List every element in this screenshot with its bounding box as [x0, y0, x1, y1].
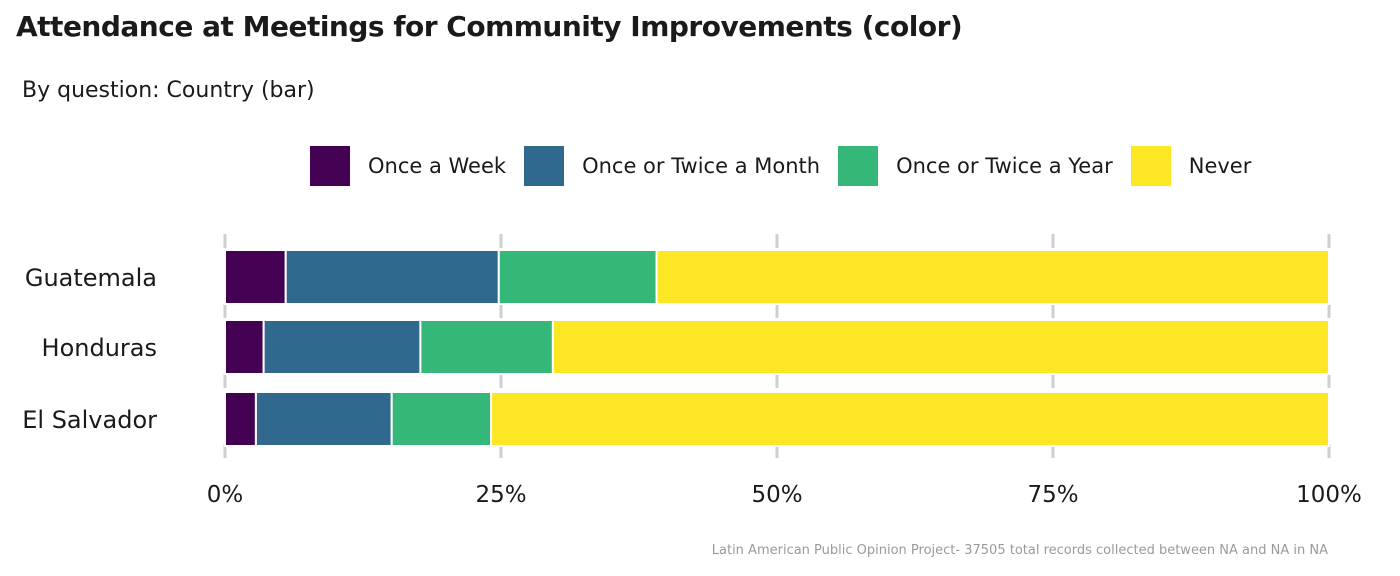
legend-swatch-once-or-twice-a-month — [524, 146, 565, 186]
bar-el-salvador-once-a-week — [224, 391, 257, 447]
legend-swatch-once-or-twice-a-year — [838, 146, 879, 186]
bar-honduras-once-or-twice-a-year — [419, 319, 554, 375]
bar-guatemala-once-a-week — [224, 249, 287, 305]
legend-label-once-a-week: Once a Week — [368, 154, 507, 178]
legend-label-once-or-twice-a-year: Once or Twice a Year — [896, 154, 1113, 178]
bar-guatemala-once-or-twice-a-year — [497, 249, 658, 305]
bar-guatemala-never — [655, 249, 1330, 305]
chart-subtitle: By question: Country (bar) — [22, 78, 315, 103]
category-label-honduras: Honduras — [42, 334, 157, 362]
category-label-el-salvador: El Salvador — [22, 406, 157, 434]
bar-honduras-never — [551, 319, 1330, 375]
legend: Once a Week Once or Twice a Month Once o… — [310, 146, 1269, 186]
source-caption: Latin American Public Opinion Project- 3… — [711, 543, 1328, 558]
legend-item-once-a-week: Once a Week — [310, 146, 506, 186]
legend-item-once-or-twice-a-year: Once or Twice a Year — [838, 146, 1113, 186]
legend-label-once-or-twice-a-month: Once or Twice a Month — [582, 154, 821, 178]
x-tick-label: 75% — [1027, 482, 1078, 508]
bar-el-salvador-once-or-twice-a-month — [254, 391, 393, 447]
category-label-guatemala: Guatemala — [25, 264, 157, 292]
bar-honduras-once-or-twice-a-month — [262, 319, 422, 375]
legend-swatch-never — [1130, 146, 1171, 186]
legend-item-once-or-twice-a-month: Once or Twice a Month — [524, 146, 820, 186]
legend-label-never: Never — [1188, 154, 1252, 178]
legend-swatch-once-a-week — [310, 146, 350, 186]
legend-item-never: Never — [1130, 146, 1252, 186]
chart-title: Attendance at Meetings for Community Imp… — [16, 10, 963, 43]
bar-el-salvador-never — [490, 391, 1330, 447]
x-tick-label: 0% — [207, 482, 244, 508]
x-tick-label: 100% — [1296, 482, 1362, 508]
bar-guatemala-once-or-twice-a-month — [284, 249, 500, 305]
bar-honduras-once-a-week — [224, 319, 265, 375]
x-tick-label: 50% — [751, 482, 802, 508]
x-tick-label: 25% — [475, 482, 526, 508]
bar-el-salvador-once-or-twice-a-year — [390, 391, 493, 447]
